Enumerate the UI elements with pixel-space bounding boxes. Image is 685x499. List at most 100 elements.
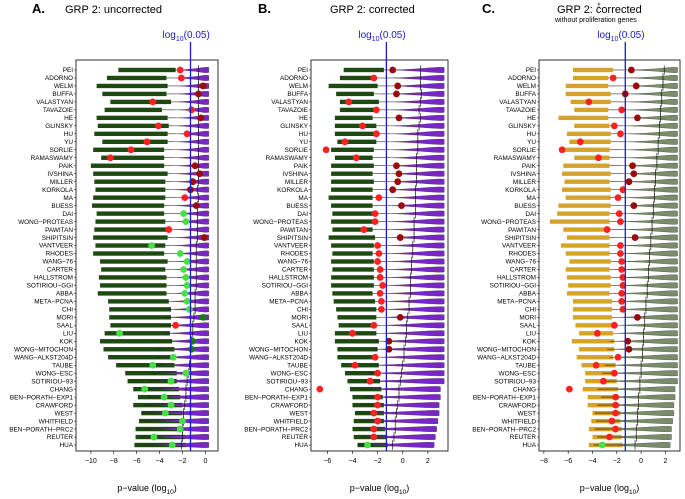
signature-point: [612, 409, 619, 417]
x-tick-label: −8: [540, 458, 548, 465]
violin: [387, 234, 445, 241]
violin: [625, 114, 678, 121]
category-label: KORKOLA: [277, 187, 309, 194]
category-label: HU: [527, 131, 537, 138]
violin: [599, 378, 678, 385]
violin: [615, 322, 678, 329]
category-label: YU: [299, 139, 308, 146]
null-box: [343, 67, 384, 73]
null-box: [96, 211, 165, 216]
category-label: MILLER: [513, 179, 536, 186]
null-box: [563, 227, 610, 232]
signature-point: [627, 66, 635, 74]
category-label: MILLER: [50, 179, 73, 186]
category-label: CRAWFORD: [499, 402, 537, 409]
category-label: REUTER: [510, 434, 537, 441]
signature-point: [598, 441, 606, 449]
category-label: ADORNO: [45, 75, 73, 82]
signature-point: [316, 385, 324, 393]
signature-point: [612, 425, 619, 433]
violin: [386, 266, 445, 273]
category-label: VALASTYAN: [499, 99, 536, 106]
category-label: IVSHINA: [47, 171, 73, 178]
signature-point: [374, 401, 382, 409]
null-box: [337, 315, 377, 320]
x-label-base: p−value (log: [117, 483, 166, 493]
null-box: [571, 339, 615, 344]
x-tick-label: 0: [639, 458, 643, 465]
category-label: VALASTYAN: [36, 99, 73, 106]
null-box: [331, 147, 374, 152]
category-label: SORLIE: [50, 147, 73, 154]
x-tick-label: −2: [613, 458, 621, 465]
signature-point: [345, 98, 353, 106]
category-label: CHI: [62, 307, 73, 314]
violin: [624, 194, 678, 201]
category-label: PAIK: [522, 163, 537, 170]
violin: [597, 434, 672, 440]
category-label: SHIPITSIN: [277, 235, 309, 242]
violin: [620, 242, 678, 249]
x-tick-label: 0: [203, 458, 207, 465]
null-box: [585, 371, 617, 376]
category-label: VANTVEER: [502, 243, 536, 250]
violin: [174, 154, 209, 161]
null-box: [104, 107, 162, 113]
null-box: [332, 291, 373, 296]
violin: [620, 266, 678, 273]
null-box: [332, 267, 374, 272]
null-box: [574, 107, 609, 113]
signature-point: [341, 138, 349, 146]
signature-point: [196, 170, 204, 178]
signature-point: [183, 297, 191, 305]
null-box: [337, 355, 378, 360]
signature-point: [593, 329, 601, 337]
signature-point: [374, 417, 382, 425]
null-box: [573, 75, 609, 81]
null-box: [94, 131, 168, 137]
null-box: [334, 115, 373, 121]
signature-point: [374, 258, 382, 265]
signature-point: [183, 258, 191, 265]
category-label: WEST: [290, 410, 309, 417]
signature-point: [375, 194, 383, 202]
signature-point: [625, 345, 633, 353]
signature-point: [595, 154, 602, 162]
violin: [361, 386, 441, 393]
category-label: GLINSKY: [508, 123, 536, 130]
violin: [158, 338, 209, 345]
signature-point: [389, 66, 397, 74]
category-label: SHIPITSIN: [505, 235, 537, 242]
null-box: [338, 323, 377, 328]
category-label: WHITFIELD: [274, 418, 309, 425]
null-box: [328, 83, 378, 89]
category-label: IVSHINA: [282, 171, 308, 178]
reference-line-label: log10(0.05): [163, 30, 210, 43]
signature-point: [630, 202, 638, 210]
null-box: [558, 203, 611, 208]
signature-point: [322, 146, 330, 154]
signature-point: [188, 345, 196, 353]
signature-point: [375, 250, 383, 257]
signature-point: [372, 106, 380, 114]
category-label: WELM: [289, 83, 308, 90]
signature-point: [558, 146, 566, 154]
signature-point: [183, 130, 191, 138]
category-label: WONG−ESC: [271, 370, 309, 377]
signature-point: [374, 242, 382, 249]
signature-point: [168, 441, 176, 449]
x-label-subscript: 10: [167, 489, 175, 496]
null-box: [97, 123, 169, 129]
violin: [143, 402, 209, 408]
category-label: ADORNO: [280, 75, 308, 82]
category-label: CARTER: [47, 267, 74, 274]
violin: [613, 330, 678, 337]
panel-c: C. GRP 2: corrected† without proliferation…: [472, 1, 681, 496]
category-label: WANG−ALKST204D: [249, 354, 308, 361]
category-label: HE: [299, 115, 308, 122]
violin: [622, 106, 678, 113]
x-tick-label: −8: [110, 458, 118, 465]
violin: [622, 122, 678, 129]
category-label: SHIPITSIN: [42, 235, 74, 242]
null-box: [331, 187, 373, 192]
